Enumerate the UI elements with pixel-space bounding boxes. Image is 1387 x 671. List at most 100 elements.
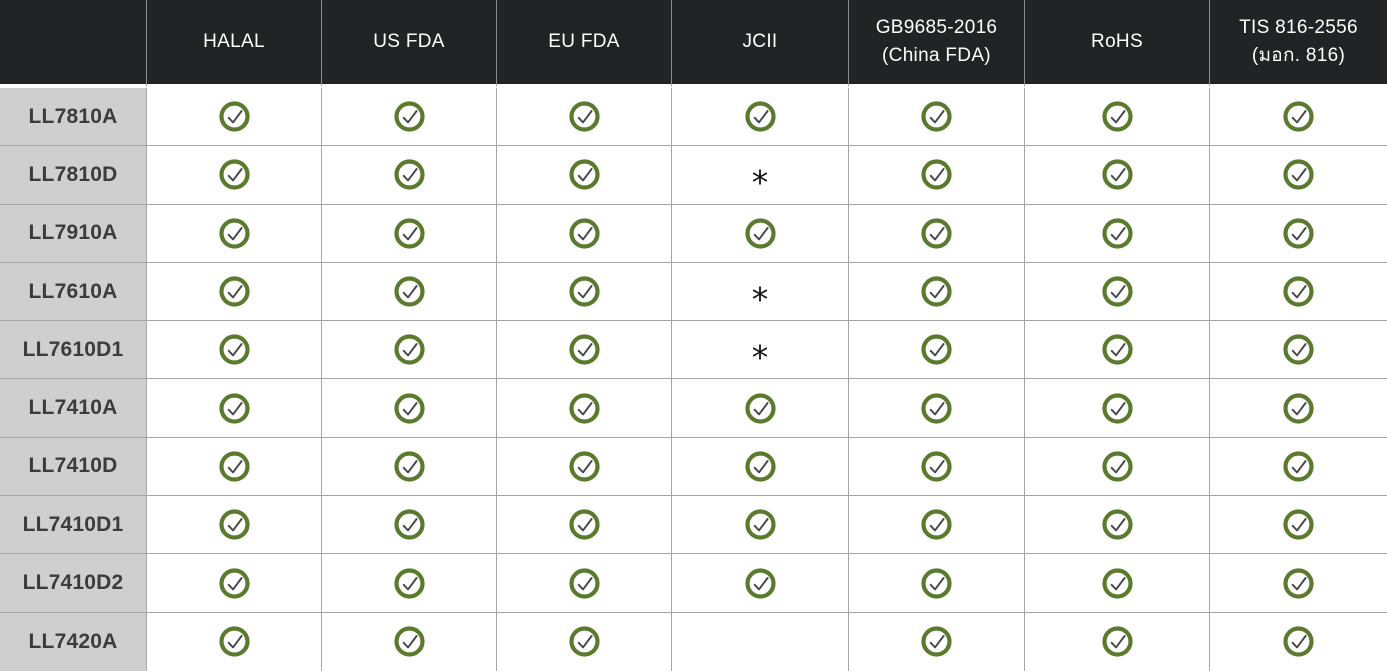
table-cell-LL7810A-jcii [672, 88, 849, 147]
column-header-rohs: RoHS [1025, 0, 1210, 88]
table-cell-LL7810D-us-fda [322, 146, 497, 205]
column-header-line: EU FDA [548, 31, 620, 53]
row-label: LL7410D [0, 437, 147, 497]
check-icon [921, 567, 952, 599]
table-cell-LL7610A-halal [147, 262, 322, 322]
table-cell-LL7810A-eu-fda [497, 88, 672, 147]
column-header-line: (มอก. 816) [1251, 45, 1346, 66]
table-cell-LL7410D1-jcii [672, 496, 849, 555]
check-icon [1283, 451, 1314, 482]
row-label: LL7810D [0, 146, 147, 205]
row-label: LL7410D1 [0, 496, 147, 555]
table-cell-LL7810A-tis-816-2556 [1210, 88, 1387, 147]
check-icon [218, 567, 250, 599]
table-cell-LL7810D-eu-fda [497, 146, 672, 205]
table-cell-LL7420A-gb9685-2016-china-fda [849, 612, 1025, 671]
table-cell-LL7410D1-halal [147, 496, 322, 555]
check-icon [744, 393, 776, 424]
check-icon [1283, 567, 1314, 599]
table-cell-LL7810D-rohs [1025, 146, 1210, 205]
check-icon [921, 218, 952, 249]
check-icon [921, 276, 952, 307]
row-label: LL7410D2 [0, 554, 147, 613]
table-cell-LL7410A-halal [147, 379, 322, 438]
check-icon [1283, 626, 1314, 657]
check-icon [921, 626, 952, 657]
check-icon [393, 101, 425, 132]
column-header-tis-816-2556: TIS 816-2556 (มอก. 816) [1210, 0, 1387, 88]
table-cell-LL7410D-eu-fda [497, 437, 672, 497]
table-cell-LL7420A-tis-816-2556 [1210, 612, 1387, 671]
check-icon [218, 626, 250, 657]
row-label: LL7610D1 [0, 321, 147, 380]
column-header-line: TIS 816-2556 [1239, 17, 1358, 39]
table-cell-LL7910A-eu-fda [497, 204, 672, 263]
check-icon [1101, 393, 1133, 424]
column-header-line: JCII [742, 31, 778, 53]
check-icon [393, 218, 425, 249]
check-icon [744, 101, 776, 132]
asterisk-marker: * [751, 338, 769, 378]
table-cell-LL7410D1-rohs [1025, 496, 1210, 555]
table-cell-LL7810D-tis-816-2556 [1210, 146, 1387, 205]
check-icon [568, 451, 600, 482]
table-cell-LL7610A-jcii: * [672, 262, 849, 322]
table-cell-LL7610D1-rohs [1025, 321, 1210, 380]
table-cell-LL7420A-jcii [672, 612, 849, 671]
check-icon [218, 276, 250, 307]
table-corner-cell [0, 0, 147, 88]
table-cell-LL7420A-halal [147, 612, 322, 671]
table-cell-LL7410D-jcii [672, 437, 849, 497]
table-cell-LL7910A-jcii [672, 204, 849, 263]
row-label: LL7910A [0, 204, 147, 263]
check-icon [1101, 218, 1133, 249]
table-cell-LL7610D1-jcii: * [672, 321, 849, 380]
check-icon [1101, 451, 1133, 482]
table-cell-LL7610A-us-fda [322, 262, 497, 322]
table-cell-LL7410A-rohs [1025, 379, 1210, 438]
check-icon [218, 218, 250, 249]
check-icon [921, 159, 952, 191]
table-cell-LL7410D2-gb9685-2016-china-fda [849, 554, 1025, 613]
table-cell-LL7410D2-rohs [1025, 554, 1210, 613]
check-icon [1101, 567, 1133, 599]
column-header-us-fda: US FDA [322, 0, 497, 88]
table-cell-LL7910A-gb9685-2016-china-fda [849, 204, 1025, 263]
table-cell-LL7410D2-eu-fda [497, 554, 672, 613]
check-icon [218, 451, 250, 482]
table-cell-LL7610A-tis-816-2556 [1210, 262, 1387, 322]
row-label: LL7810A [0, 88, 147, 147]
check-icon [921, 509, 952, 540]
table-cell-LL7810D-jcii: * [672, 146, 849, 205]
table-cell-LL7810D-halal [147, 146, 322, 205]
check-icon [744, 509, 776, 540]
check-icon [744, 218, 776, 249]
table-cell-LL7910A-us-fda [322, 204, 497, 263]
table-cell-LL7910A-halal [147, 204, 322, 263]
check-icon [568, 218, 600, 249]
table-cell-LL7410D-us-fda [322, 437, 497, 497]
check-icon [568, 159, 600, 191]
check-icon [568, 276, 600, 307]
check-icon [568, 626, 600, 657]
table-cell-LL7910A-tis-816-2556 [1210, 204, 1387, 263]
check-icon [1101, 159, 1133, 191]
table-cell-LL7610D1-eu-fda [497, 321, 672, 380]
check-icon [393, 276, 425, 307]
check-icon [218, 101, 250, 132]
row-label: LL7410A [0, 379, 147, 438]
table-cell-LL7420A-eu-fda [497, 612, 672, 671]
asterisk-marker: * [751, 163, 769, 203]
check-icon [1101, 276, 1133, 307]
table-cell-LL7610A-rohs [1025, 262, 1210, 322]
check-icon [393, 393, 425, 424]
check-icon [1283, 159, 1314, 191]
column-header-line: (China FDA) [882, 45, 991, 66]
table-cell-LL7610D1-gb9685-2016-china-fda [849, 321, 1025, 380]
check-icon [218, 159, 250, 191]
check-icon [921, 101, 952, 132]
table-cell-LL7810A-us-fda [322, 88, 497, 147]
table-cell-LL7810D-gb9685-2016-china-fda [849, 146, 1025, 205]
table-cell-LL7410A-us-fda [322, 379, 497, 438]
column-header-jcii: JCII [672, 0, 849, 88]
